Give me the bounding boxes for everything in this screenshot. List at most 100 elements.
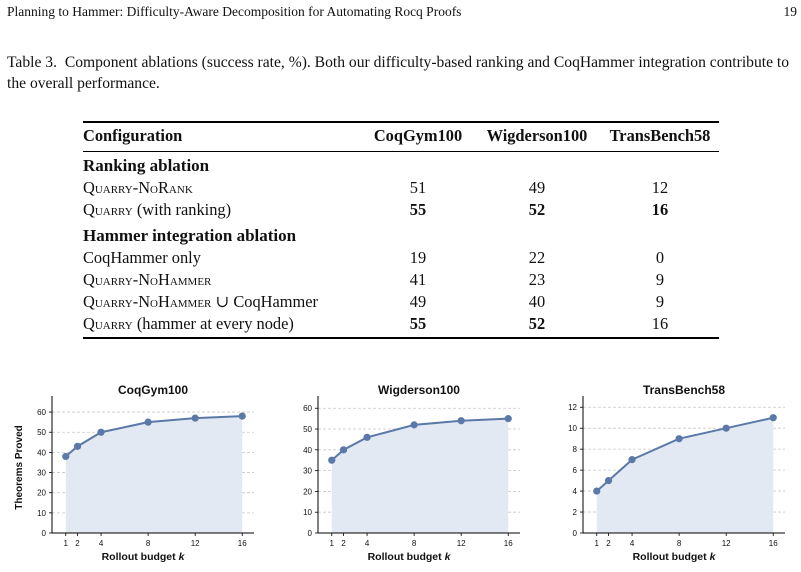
- header-transbench58: TransBench58: [609, 126, 711, 145]
- config-part-mid: -: [132, 270, 139, 289]
- area-fill: [596, 417, 774, 533]
- chart-title: Wigderson100: [378, 383, 460, 397]
- value-cell: 22: [528, 248, 546, 267]
- y-tick-label: 20: [37, 489, 46, 498]
- config-part-mid: (hammer at every node): [132, 314, 294, 333]
- value-cell: 49: [528, 178, 546, 197]
- table-row: Quarry-NoRank 51 49 12: [83, 177, 719, 199]
- config-part-sc1: Quarry: [83, 178, 133, 197]
- y-tick-label: 40: [37, 448, 46, 457]
- value-cell: 16: [651, 314, 669, 333]
- x-tick-label: 16: [769, 539, 778, 548]
- data-point: [144, 418, 152, 426]
- chart-coqgym100-svg: CoqGym100 0 10 20 30 40 50 60 1 2 4 8 12 16 Rollout bu…: [14, 383, 254, 563]
- config-part-mid: (with ranking): [132, 200, 232, 219]
- x-tick-label: 4: [365, 539, 370, 548]
- y-tick-label: 20: [303, 487, 312, 496]
- data-point: [363, 433, 371, 441]
- y-tick-label: 60: [37, 408, 46, 417]
- value-cell: 0: [655, 248, 665, 267]
- y-tick-label: 10: [303, 508, 312, 517]
- x-tick-label: 8: [146, 539, 151, 548]
- y-tick-label: 0: [308, 529, 313, 538]
- x-tick-label: 8: [412, 539, 417, 548]
- data-point: [339, 446, 348, 454]
- value-cell: 23: [528, 270, 546, 289]
- x-tick-label: 12: [191, 539, 200, 548]
- config-part-mid: -: [132, 292, 139, 311]
- chart-wigderson100-svg: Wigderson100 0 10 20 30 40 50 60 1 2 4 8 12 16 Rollout…: [303, 383, 520, 563]
- y-tick-label: 60: [303, 404, 312, 413]
- data-point: [238, 412, 246, 420]
- x-tick-label: 1: [64, 539, 69, 548]
- x-tick-label: 1: [330, 539, 335, 548]
- value-cell: 51: [409, 178, 427, 197]
- chart-coqgym100: CoqGym100 0 10 20 30 40 50 60 1 2 4 8 12 16 Rollout bu…: [4, 378, 264, 572]
- y-tick-label: 2: [573, 508, 578, 517]
- value-cell: 52: [528, 200, 546, 219]
- running-title: Planning to Hammer: Difficulty-Aware Dec…: [7, 4, 462, 19]
- value-cell: 9: [655, 270, 665, 289]
- config-part-sc1: Quarry: [83, 314, 133, 333]
- data-point: [722, 424, 730, 432]
- data-point: [593, 487, 601, 495]
- x-axis-label: Rollout budget k: [633, 551, 717, 563]
- config-part-sc1: Quarry: [83, 270, 133, 289]
- data-point: [457, 417, 465, 425]
- config-cell: Quarry-NoHammer ∪ CoqHammer: [83, 291, 363, 313]
- y-tick-label: 10: [568, 424, 577, 433]
- data-point: [410, 421, 418, 429]
- y-tick-label: 0: [42, 529, 47, 538]
- table-row: Quarry (with ranking) 55 52 16: [83, 199, 719, 221]
- y-tick-label: 0: [573, 529, 578, 538]
- config-cell: CoqHammer only: [83, 247, 363, 269]
- value-cell: 55: [409, 200, 427, 219]
- config-part-pre: CoqHammer only: [83, 248, 201, 267]
- value-cell: 41: [409, 270, 427, 289]
- data-point: [191, 414, 199, 422]
- data-point: [604, 477, 613, 485]
- y-tick-label: 6: [573, 466, 578, 475]
- data-point: [62, 452, 70, 461]
- caption-text: Component ablations (success rate, %). B…: [7, 54, 790, 92]
- config-part-sc2: NoHammer: [138, 270, 212, 289]
- running-head: Planning to Hammer: Difficulty-Aware Dec…: [7, 4, 797, 24]
- y-tick-label: 30: [303, 467, 312, 476]
- section-header-row: Ranking ablation: [83, 151, 719, 177]
- x-tick-label: 12: [457, 539, 466, 548]
- x-tick-label: 16: [238, 539, 247, 548]
- value-cell: 52: [528, 314, 546, 333]
- x-tick-label: 12: [722, 539, 731, 548]
- y-tick-label: 50: [303, 425, 312, 434]
- table-bottom-rule: [83, 337, 719, 339]
- data-point: [328, 456, 336, 464]
- x-tick-label: 2: [606, 539, 611, 548]
- table-row: Quarry-NoHammer 41 23 9: [83, 269, 719, 291]
- header-coqgym100: CoqGym100: [373, 126, 463, 145]
- table-top-rule: [83, 121, 719, 123]
- header-configuration: Configuration: [83, 126, 183, 145]
- x-tick-label: 1: [595, 539, 600, 548]
- config-part-sc1: Quarry: [83, 292, 133, 311]
- y-tick-label: 8: [573, 445, 578, 454]
- y-tick-label: 12: [568, 403, 577, 412]
- config-cell: Quarry (with ranking): [83, 199, 363, 221]
- caption-label: Table 3.: [7, 54, 58, 71]
- x-tick-label: 8: [677, 539, 682, 548]
- value-cell: 9: [655, 292, 665, 311]
- chart-transbench58: TransBench58 0 2 4 6 8 10 12 1 2 4 8 12 16 Rollout bud…: [535, 378, 795, 572]
- table-row: CoqHammer only 19 22 0: [83, 247, 719, 269]
- config-cell: Quarry-NoRank: [83, 177, 363, 199]
- value-cell: 16: [651, 200, 669, 219]
- x-tick-label: 4: [99, 539, 104, 548]
- header-wigderson100: Wigderson100: [486, 126, 588, 145]
- x-axis-label: Rollout budget k: [368, 551, 452, 563]
- table-header-rule: [83, 151, 719, 152]
- config-cell: Quarry-NoHammer: [83, 269, 363, 291]
- data-point: [73, 442, 82, 450]
- y-tick-label: 40: [303, 446, 312, 455]
- value-cell: 40: [528, 292, 546, 311]
- table-body: Ranking ablation Quarry-NoRank 51 49 12 Quarr…: [83, 151, 719, 335]
- section-title: Hammer integration ablation: [83, 226, 297, 245]
